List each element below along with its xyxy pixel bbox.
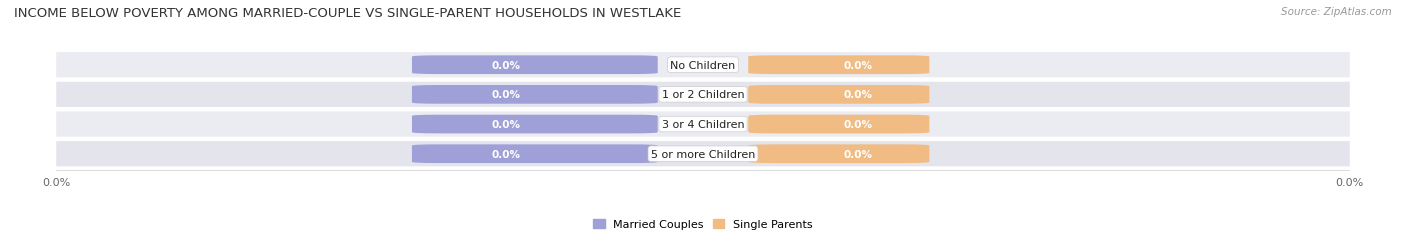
- FancyBboxPatch shape: [748, 115, 929, 134]
- FancyBboxPatch shape: [56, 141, 1350, 167]
- Text: Source: ZipAtlas.com: Source: ZipAtlas.com: [1281, 7, 1392, 17]
- Text: 1 or 2 Children: 1 or 2 Children: [662, 90, 744, 100]
- FancyBboxPatch shape: [748, 145, 929, 163]
- Text: 0.0%: 0.0%: [844, 61, 873, 70]
- Text: 0.0%: 0.0%: [844, 149, 873, 159]
- FancyBboxPatch shape: [748, 56, 929, 75]
- Legend: Married Couples, Single Parents: Married Couples, Single Parents: [589, 215, 817, 231]
- Text: 3 or 4 Children: 3 or 4 Children: [662, 119, 744, 130]
- FancyBboxPatch shape: [412, 56, 658, 75]
- FancyBboxPatch shape: [748, 86, 929, 104]
- FancyBboxPatch shape: [412, 86, 658, 104]
- Text: INCOME BELOW POVERTY AMONG MARRIED-COUPLE VS SINGLE-PARENT HOUSEHOLDS IN WESTLAK: INCOME BELOW POVERTY AMONG MARRIED-COUPL…: [14, 7, 682, 20]
- FancyBboxPatch shape: [56, 112, 1350, 137]
- Text: 0.0%: 0.0%: [491, 61, 520, 70]
- Text: 0.0%: 0.0%: [491, 119, 520, 130]
- FancyBboxPatch shape: [412, 115, 658, 134]
- Text: 0.0%: 0.0%: [844, 119, 873, 130]
- Text: 0.0%: 0.0%: [491, 90, 520, 100]
- FancyBboxPatch shape: [56, 53, 1350, 78]
- Text: 5 or more Children: 5 or more Children: [651, 149, 755, 159]
- Text: 0.0%: 0.0%: [844, 90, 873, 100]
- FancyBboxPatch shape: [412, 145, 658, 163]
- Text: 0.0%: 0.0%: [491, 149, 520, 159]
- FancyBboxPatch shape: [56, 82, 1350, 107]
- Text: No Children: No Children: [671, 61, 735, 70]
